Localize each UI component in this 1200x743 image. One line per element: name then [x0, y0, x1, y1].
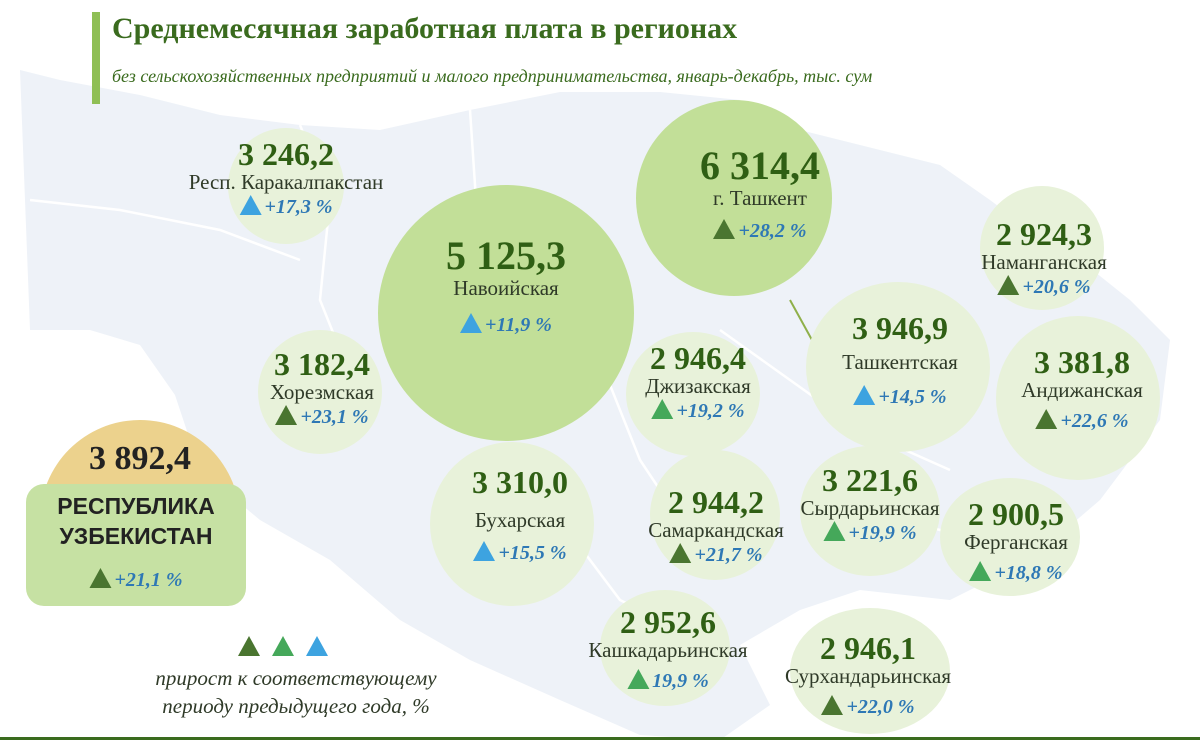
- region-name: Кашкадарьинская: [588, 638, 748, 662]
- title-accent-bar: [92, 12, 100, 104]
- bubble-surkhandarya: [790, 608, 950, 734]
- region-label: 6 314,4 г. Ташкент +28,2 %: [700, 146, 820, 243]
- region-value: 2 946,1: [819, 630, 916, 666]
- page-title: Среднемесячная заработная плата в регион…: [112, 12, 738, 45]
- bottom-divider: [0, 737, 1200, 740]
- region-label: 2 946,1 Сурхандарьинская +22,0 %: [785, 632, 951, 719]
- region-growth: +15,5 %: [472, 541, 568, 565]
- green-triangle-icon: [969, 561, 992, 582]
- page-subtitle: без сельскохозяйственных предприятий и м…: [112, 66, 873, 86]
- region-name: Навоийская: [453, 276, 559, 300]
- region-value: 3 182,4: [274, 346, 370, 382]
- region-label: 2 924,3 Наманганская +20,6 %: [981, 218, 1107, 299]
- region-name: г. Ташкент: [713, 186, 807, 210]
- blue-triangle-icon: [460, 313, 483, 334]
- region-name: Ташкентская: [842, 350, 958, 374]
- region-growth: +14,5 %: [842, 385, 958, 409]
- bubble-jizzakh: [626, 332, 760, 456]
- region-growth: +23,1 %: [270, 405, 374, 429]
- region-value: 3 246,2: [237, 136, 334, 172]
- region-name: Наманганская: [981, 250, 1107, 274]
- region-name: Андижанская: [1021, 378, 1143, 402]
- region-name: Сурхандарьинская: [784, 664, 952, 688]
- region-growth: +20,6 %: [981, 275, 1107, 299]
- dark-green-triangle-icon: [997, 275, 1020, 296]
- dark-green-triangle-icon: [669, 543, 692, 564]
- region-value: 2 944,2: [667, 484, 764, 520]
- bubble-karakalpakstan: [228, 128, 344, 244]
- dark-green-triangle-icon: [89, 568, 112, 588]
- region-value: 5 125,3: [446, 233, 566, 278]
- region-value: 6 314,4: [700, 143, 820, 188]
- region-growth: 19,9 %: [588, 669, 747, 693]
- region-value: 2 900,5: [968, 496, 1064, 532]
- bubble-khorezm: [258, 330, 382, 454]
- republic-box: [26, 484, 246, 606]
- republic-value: 3 892,4: [89, 440, 191, 477]
- blue-triangle-icon: [239, 195, 262, 216]
- region-name: Джизакская: [645, 374, 751, 398]
- region-value: 2 924,3: [996, 216, 1092, 252]
- dark-green-triangle-icon: [713, 219, 736, 240]
- green-triangle-icon: [272, 636, 294, 656]
- green-triangle-icon: [627, 669, 650, 690]
- region-value: 2 946,4: [650, 340, 746, 376]
- bubble-tashkent-city: [636, 100, 832, 296]
- blue-triangle-icon: [473, 541, 496, 562]
- region-label: 3 310,0 Бухарская +15,5 %: [472, 466, 568, 565]
- region-label: 3 182,4 Хорезмская +23,1 %: [270, 348, 374, 429]
- region-value: 3 310,0: [472, 464, 568, 500]
- republic-name: РЕСПУБЛИКА УЗБЕКИСТАН: [57, 493, 215, 549]
- green-triangle-icon: [651, 399, 674, 420]
- region-label: 5 125,3 Навоийская +11,9 %: [446, 236, 566, 337]
- region-label: 3 381,8 Андижанская +22,6 %: [1021, 346, 1143, 433]
- dark-green-triangle-icon: [275, 405, 298, 426]
- region-growth: +19,9 %: [800, 521, 939, 545]
- region-name: Ферганская: [964, 530, 1068, 554]
- region-growth: +17,3 %: [189, 195, 384, 219]
- region-growth: +22,0 %: [785, 695, 951, 719]
- region-name: Самаркандская: [648, 518, 784, 542]
- region-label: 2 946,4 Джизакская +19,2 %: [645, 342, 751, 423]
- bubble-bukhara: [430, 442, 594, 606]
- legend-triangles: [238, 636, 340, 659]
- blue-triangle-icon: [306, 636, 328, 656]
- region-growth: +19,2 %: [645, 399, 751, 423]
- bubble-kashkadarya: [600, 590, 730, 706]
- region-growth: +21,7 %: [648, 543, 784, 567]
- bubble-tashkent-region: [806, 282, 990, 452]
- bubble-navoi: [378, 185, 634, 441]
- region-growth: +18,8 %: [964, 561, 1068, 585]
- region-name: Респ. Каракалпакстан: [188, 170, 384, 194]
- dark-green-triangle-icon: [238, 636, 260, 656]
- region-name: Сырдарьинская: [800, 496, 940, 520]
- region-label: 3 246,2 Респ. Каракалпакстан +17,3 %: [189, 138, 384, 219]
- region-label: 2 952,6 Кашкадарьинская 19,9 %: [588, 606, 747, 693]
- region-value: 3 381,8: [1034, 344, 1130, 380]
- blue-triangle-icon: [853, 385, 876, 406]
- dark-green-triangle-icon: [821, 695, 844, 716]
- region-value: 3 946,9: [852, 310, 948, 346]
- region-label: 2 944,2 Самаркандская +21,7 %: [648, 486, 784, 567]
- region-growth: +11,9 %: [446, 313, 566, 337]
- bubble-andijan: [996, 316, 1160, 480]
- region-growth: +28,2 %: [700, 219, 820, 243]
- bubble-fergana: [940, 478, 1080, 596]
- region-name: Бухарская: [474, 508, 566, 532]
- region-label: 3 946,9 Ташкентская +14,5 %: [842, 312, 958, 409]
- bubble-syrdarya: [800, 446, 940, 576]
- region-label: 2 900,5 Ферганская +18,8 %: [964, 498, 1068, 585]
- region-value: 3 221,6: [822, 462, 918, 498]
- region-value: 2 952,6: [619, 604, 716, 640]
- region-label: 3 221,6 Сырдарьинская +19,9 %: [800, 464, 939, 545]
- republic-growth: +21,1 %: [89, 568, 183, 592]
- region-name: Хорезмская: [270, 380, 374, 404]
- region-growth: +22,6 %: [1021, 409, 1143, 433]
- green-triangle-icon: [823, 521, 846, 542]
- dark-green-triangle-icon: [1035, 409, 1058, 430]
- legend-text: прирост к соответствующему периоду преды…: [155, 666, 437, 719]
